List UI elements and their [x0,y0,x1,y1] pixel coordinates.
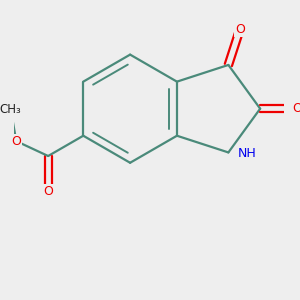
Text: O: O [11,135,21,148]
Text: O: O [235,23,245,37]
Text: NH: NH [237,147,256,161]
Text: CH₃: CH₃ [0,103,22,116]
Text: O: O [292,102,300,115]
Text: O: O [43,185,53,198]
